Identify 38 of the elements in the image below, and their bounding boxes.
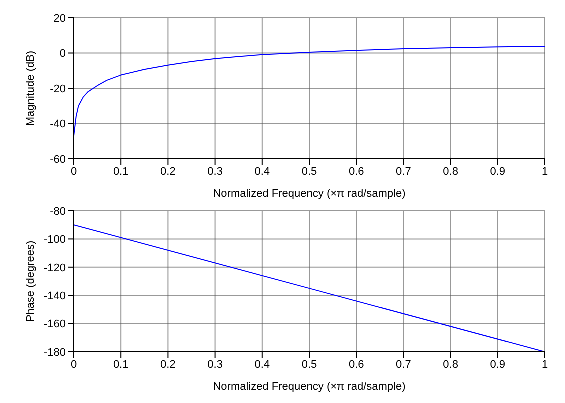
x-tick-label: 0.5 xyxy=(302,358,318,371)
x-tick-label: 0 xyxy=(70,166,78,178)
y-tick-label: -160 xyxy=(44,318,66,331)
x-tick-label: 0.6 xyxy=(348,358,364,371)
x-axis-title: Normalized Frequency (×π rad/sample) xyxy=(213,381,406,393)
x-tick-label: 0.6 xyxy=(348,166,364,178)
x-tick-label: 0.2 xyxy=(160,166,176,178)
y-tick-label: -140 xyxy=(44,290,66,303)
x-tick-label: 0.9 xyxy=(490,358,506,371)
x-tick-label: 0 xyxy=(70,358,78,371)
y-tick-label: -100 xyxy=(44,234,66,246)
y-axis-title: Phase (degrees) xyxy=(24,240,37,322)
y-tick-label: 20 xyxy=(54,12,66,25)
x-tick-label: 0.1 xyxy=(113,166,129,178)
x-axis-title: Normalized Frequency (×π rad/sample) xyxy=(213,188,406,200)
x-tick-label: 0.2 xyxy=(160,358,176,371)
x-tick-label: 0.5 xyxy=(302,166,318,178)
x-tick-label: 0.3 xyxy=(208,166,223,178)
x-tick-label: 0.8 xyxy=(443,358,458,371)
x-tick-label: 0.4 xyxy=(254,166,270,178)
line-series xyxy=(74,46,545,137)
x-tick-label: 0.4 xyxy=(254,358,270,371)
x-tick-label: 1 xyxy=(542,166,548,178)
y-tick-label: -180 xyxy=(44,346,66,359)
x-tick-label: 0.7 xyxy=(396,358,412,371)
y-tick-label: -40 xyxy=(50,118,66,131)
x-tick-label: 0.9 xyxy=(490,166,506,178)
y-tick-label: -60 xyxy=(50,154,66,166)
x-tick-label: 0.3 xyxy=(208,358,223,371)
y-tick-label: 0 xyxy=(60,48,66,60)
x-tick-label: 1 xyxy=(542,358,548,371)
y-axis-title: Magnitude (dB) xyxy=(24,50,37,126)
y-tick-label: -20 xyxy=(50,83,66,96)
y-tick-label: -120 xyxy=(44,262,66,274)
x-tick-label: 0.1 xyxy=(113,358,129,371)
y-tick-label: -80 xyxy=(50,206,66,218)
x-tick-label: 0.7 xyxy=(396,166,412,178)
x-tick-label: 0.8 xyxy=(443,166,458,178)
